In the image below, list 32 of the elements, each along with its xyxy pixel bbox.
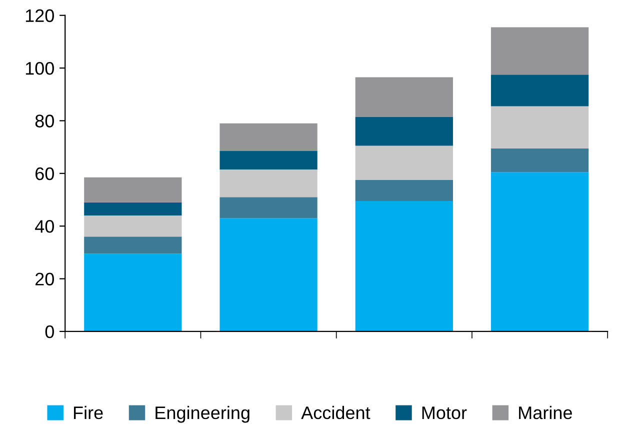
- bar: [490, 74, 589, 106]
- legend-label: Marine: [519, 406, 572, 420]
- bar: [220, 151, 318, 170]
- bar: [490, 148, 589, 172]
- bar: [84, 177, 182, 202]
- bar: [220, 197, 318, 218]
- bar: [490, 27, 589, 75]
- bar: [84, 254, 182, 332]
- bar: [490, 106, 589, 148]
- y-tick-label: 20: [36, 272, 54, 286]
- y-tick-label: 40: [35, 220, 54, 233]
- legend-label: Motor: [422, 406, 467, 420]
- legend-label: Fire: [74, 406, 103, 420]
- bar: [355, 146, 453, 180]
- bar: [355, 201, 453, 332]
- bar: [84, 236, 182, 254]
- bar: [220, 218, 318, 332]
- y-tick-label: 80: [35, 114, 54, 128]
- legend-label: Accident: [301, 406, 370, 420]
- bar: [84, 202, 182, 216]
- y-tick-label: 0: [45, 325, 54, 338]
- y-tick-label: 60: [36, 167, 54, 180]
- legend-label: Engineering: [156, 406, 250, 423]
- bar: [220, 169, 318, 198]
- bar: [355, 116, 453, 146]
- bar: [355, 77, 453, 117]
- bar: [220, 123, 318, 152]
- y-tick-label: 120: [26, 9, 54, 22]
- bar: [84, 216, 182, 237]
- bar: [355, 180, 453, 202]
- y-tick-label: 100: [26, 62, 54, 75]
- bar: [490, 172, 589, 332]
